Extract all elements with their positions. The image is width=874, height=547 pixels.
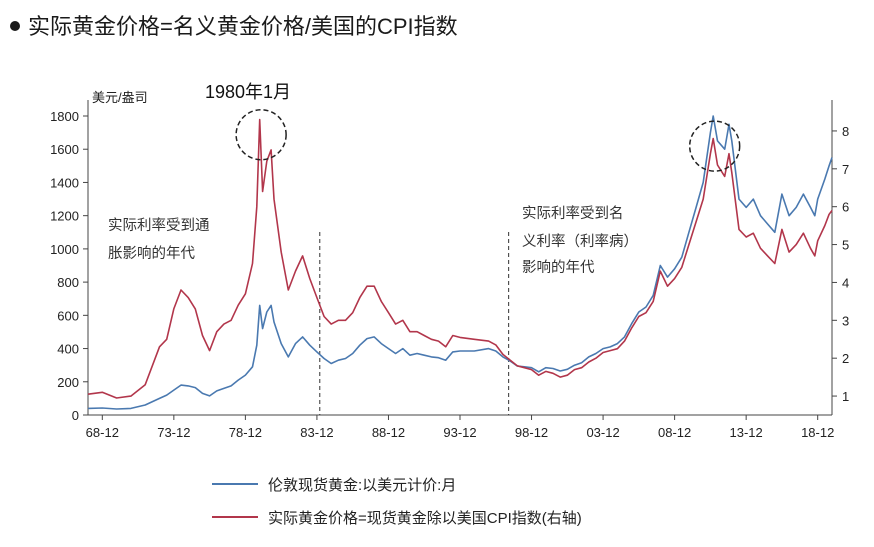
page-title: 实际黄金价格=名义黄金价格/美国的CPI指数 [28,14,458,39]
right-tick-label: 5 [842,238,849,253]
series-line-real-gold [87,118,833,399]
left-tick-label: 1800 [50,109,79,124]
x-tick-label: 13-12 [730,425,763,440]
era1-annotation-line1: 实际利率受到通 [108,217,210,234]
x-tick-label: 98-12 [515,425,548,440]
era1-annotation-line2: 胀影响的年代 [108,245,195,262]
right-axis-ticks: 1 2 3 4 5 6 7 8 [832,124,849,404]
left-tick-label: 400 [57,342,79,357]
peak-circle-2011 [688,120,741,172]
era2-annotation-line3: 影响的年代 [522,259,595,276]
x-axis-ticks: 68-12 73-12 78-12 83-12 88-12 93-12 98-12 03-12… [86,415,834,440]
series-line-nominal-gold [87,115,833,410]
left-tick-label: 1400 [50,175,79,190]
right-tick-label: 6 [842,200,849,215]
legend: 伦敦现货黄金:以美元计价:月 实际黄金价格=现货黄金除以美国CPI指数(右轴) [212,477,582,527]
x-tick-label: 03-12 [586,425,619,440]
x-tick-label: 88-12 [372,425,405,440]
right-tick-label: 8 [842,124,849,139]
left-tick-label: 200 [57,375,79,390]
left-axis-ticks: 0 200 400 600 800 1000 1200 1400 1600 1800 [50,109,88,423]
legend-label-real: 实际黄金价格=现货黄金除以美国CPI指数(右轴) [268,510,582,527]
right-tick-label: 7 [842,162,849,177]
left-tick-label: 1000 [50,242,79,257]
x-tick-label: 68-12 [86,425,119,440]
left-axis-unit-label: 美元/盎司 [92,90,148,105]
x-tick-label: 93-12 [443,425,476,440]
x-tick-label: 83-12 [300,425,333,440]
right-tick-label: 4 [842,275,849,290]
era2-annotation-line1: 实际利率受到名 [522,205,624,222]
title-bullet-icon [10,21,20,31]
x-tick-label: 73-12 [157,425,190,440]
peak-circle-1980 [235,108,287,161]
era2-annotation-line2: 义利率（利率病） [522,233,638,250]
left-tick-label: 1600 [50,142,79,157]
x-tick-label: 78-12 [229,425,262,440]
peak-label-1980: 1980年1月 [205,82,291,102]
x-tick-label: 08-12 [658,425,691,440]
legend-label-nominal: 伦敦现货黄金:以美元计价:月 [268,477,456,494]
right-tick-label: 3 [842,313,849,328]
right-tick-label: 1 [842,389,849,404]
left-tick-label: 1200 [50,209,79,224]
x-tick-label: 18-12 [801,425,834,440]
left-tick-label: 800 [57,275,79,290]
axes [87,100,833,416]
right-tick-label: 2 [842,351,849,366]
left-tick-label: 0 [72,408,79,423]
left-tick-label: 600 [57,308,79,323]
